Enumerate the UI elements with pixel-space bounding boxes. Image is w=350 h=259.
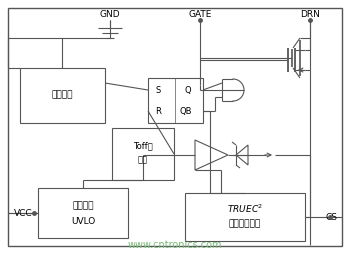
Text: Toff控: Toff控 bbox=[133, 141, 153, 150]
Text: $TRUEC^2$: $TRUEC^2$ bbox=[227, 203, 263, 215]
Bar bbox=[38, 188, 128, 238]
Text: 闭环恒流控制: 闭环恒流控制 bbox=[229, 219, 261, 228]
Text: GND: GND bbox=[100, 10, 120, 18]
Bar bbox=[112, 128, 174, 180]
Text: Q: Q bbox=[185, 85, 191, 95]
Bar bbox=[20, 68, 105, 123]
Text: R: R bbox=[155, 106, 161, 116]
Text: 保护部分: 保护部分 bbox=[51, 90, 73, 99]
Text: QB: QB bbox=[180, 106, 192, 116]
Text: GATE: GATE bbox=[188, 10, 212, 18]
Text: DRN: DRN bbox=[300, 10, 320, 18]
Text: S: S bbox=[155, 85, 161, 95]
Text: UVLO: UVLO bbox=[71, 217, 95, 226]
Text: www.cntronics.com: www.cntronics.com bbox=[128, 240, 222, 250]
Text: 制器: 制器 bbox=[138, 155, 148, 164]
Text: VCC: VCC bbox=[14, 208, 33, 218]
Text: 芯片供电: 芯片供电 bbox=[72, 202, 94, 211]
Bar bbox=[185, 193, 305, 241]
Bar bbox=[148, 78, 203, 123]
Text: CS: CS bbox=[326, 212, 338, 221]
